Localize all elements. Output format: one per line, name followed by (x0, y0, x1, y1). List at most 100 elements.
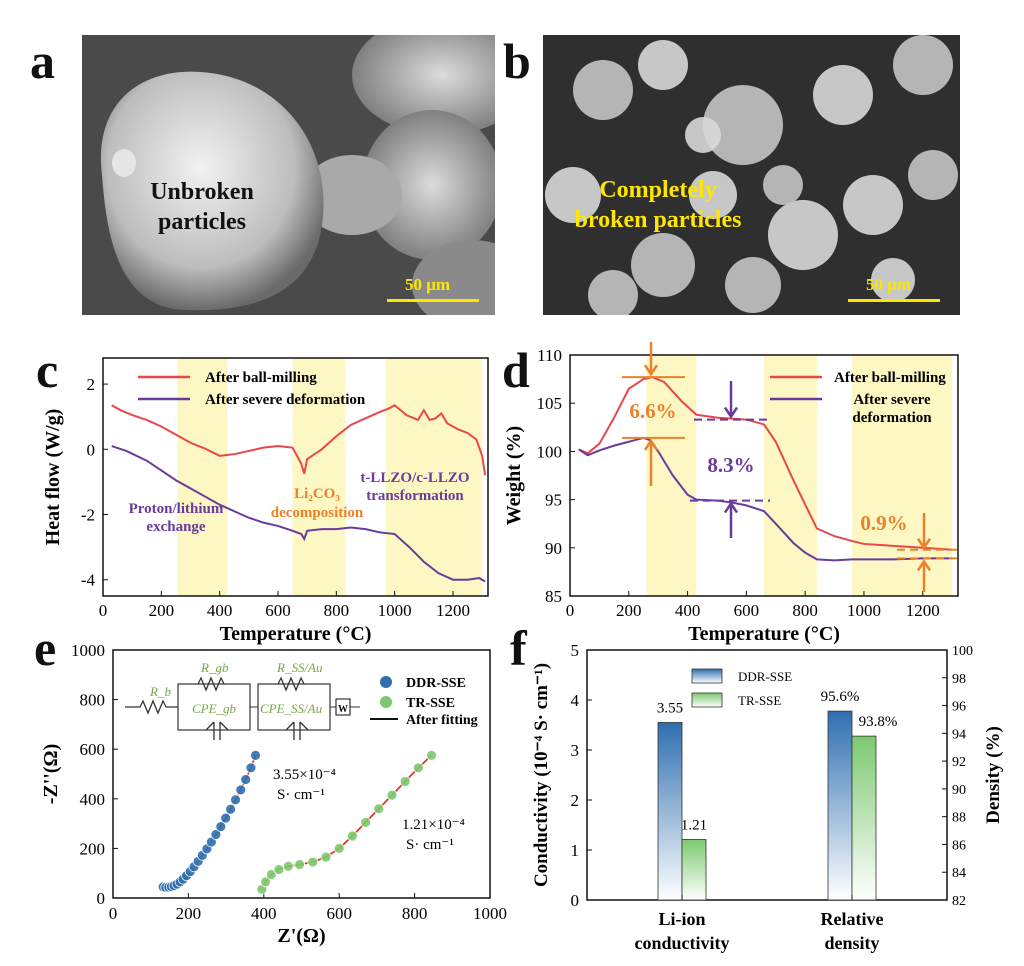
scale-bar-b (848, 299, 940, 302)
y-axis-label: Heat flow (W/g) (42, 409, 64, 546)
y-left-tick-label: 4 (571, 691, 580, 710)
particle (725, 257, 781, 313)
x-tick-label: 800 (402, 904, 428, 923)
x-tick-label: 400 (675, 601, 701, 620)
circuit-label-cpessau: CPE_SS/Au (260, 701, 323, 716)
panel-letter-f: f (510, 620, 527, 676)
bar-DDR-SSE-1 (827, 710, 853, 901)
x-tick-label: 600 (265, 601, 291, 620)
x-tick-label: 1200 (906, 601, 940, 620)
highlight-band (385, 358, 483, 596)
legend-label-2: After severe deformation (205, 392, 366, 408)
arrow-down (643, 342, 659, 377)
panel-letter-e: e (34, 620, 57, 676)
x-tick-label: 1200 (436, 601, 470, 620)
bar-value-label: 93.8% (859, 714, 898, 730)
particle (893, 35, 953, 95)
legend-swatch-2 (691, 692, 723, 708)
particle (763, 165, 803, 205)
sem-image-unbroken: Unbroken particles 50 μm (82, 35, 495, 315)
x-category-label-2: conductivity (634, 933, 729, 953)
annotation-li2co3-1: Li₂CO₃ (294, 486, 340, 502)
y-tick-label: -2 (81, 505, 95, 524)
y-tick-label: 100 (537, 442, 563, 461)
y-tick-label: 200 (80, 839, 106, 858)
sem-image-unbroken-graphic (82, 35, 495, 315)
chart-heat-flow: 0 200 400 600 800 1000 1200 2 0 -2 -4 Temperature (… (42, 357, 489, 645)
particle (573, 60, 633, 120)
y-right-axis-label: Density (%) (983, 726, 1004, 824)
legend-label-1: DDR-SSE (406, 676, 466, 691)
annotation-6-6: 6.6% (629, 399, 676, 423)
x-tick-label: 0 (566, 601, 575, 620)
particle (871, 258, 915, 302)
y-tick-label: 0 (97, 889, 106, 908)
panel-letter-b: b (503, 33, 531, 89)
y-tick-label: -4 (81, 571, 96, 590)
scale-bar-a (387, 299, 479, 302)
particle (545, 167, 601, 223)
x-tick-label: 200 (176, 904, 202, 923)
circuit-cpe-ssau (285, 721, 309, 740)
arrow-up (723, 501, 739, 538)
data-point-TR-SSE (426, 750, 437, 761)
annotation-tr-unit: S· cm⁻¹ (406, 837, 454, 853)
data-point-DDR-SSE (220, 812, 232, 824)
x-category-label-1: Li-ion (658, 909, 705, 929)
y-left-tick-label: 1 (571, 841, 580, 860)
arrow-down (916, 513, 932, 550)
y-right-tick-label: 82 (952, 894, 966, 909)
x-category-label-2: density (824, 933, 879, 953)
data-point-DDR-SSE (230, 794, 241, 806)
highlight-band (852, 355, 953, 596)
legend-label-1: DDR-SSE (738, 669, 792, 684)
x-tick-label: 400 (207, 601, 233, 620)
circuit-resistor-rssau (277, 676, 305, 692)
x-tick-label: 0 (109, 904, 118, 923)
sem-label-broken-line2: broken particles (574, 207, 742, 233)
y-left-tick-label: 3 (571, 741, 580, 760)
legend-marker-1 (380, 676, 392, 688)
chart-impedance: 0 200 400 600 800 1000 0 200 400 600 800 1000 Z'(Ω) -… (40, 641, 507, 947)
panel-letter-a: a (30, 33, 55, 89)
annotation-ddr-unit: S· cm⁻¹ (277, 787, 325, 803)
data-point-DDR-SSE (225, 803, 237, 815)
y-tick-label: 105 (537, 394, 563, 413)
x-tick-label: 1000 (378, 601, 412, 620)
series-line-1 (111, 404, 487, 476)
data-point-TR-SSE (320, 851, 332, 863)
annotation-tr-value: 1.21×10⁻⁴ (402, 817, 465, 833)
y-right-tick-label: 84 (952, 866, 966, 881)
annotation-0-9: 0.9% (860, 511, 907, 535)
data-point-TR-SSE (282, 860, 294, 872)
y-tick-label: 2 (87, 375, 96, 394)
x-tick-label: 1000 (847, 601, 881, 620)
arrow-up (916, 559, 932, 592)
chart-weight: 0 200 400 600 800 1000 1200 85 90 95 100 105 110 Temp… (503, 342, 959, 645)
data-point-DDR-SSE (235, 784, 247, 796)
y-right-tick-label: 96 (952, 700, 966, 715)
plot-frame (569, 354, 959, 597)
series-line-2 (111, 445, 486, 583)
circuit-resistor-rb (125, 699, 178, 715)
circuit-label-cpegb: CPE_gb (192, 701, 237, 716)
data-point-TR-SSE (373, 803, 385, 815)
annotation-llzo-2: transformation (366, 488, 464, 504)
y-right-tick-label: 90 (952, 783, 966, 798)
plot-frame (102, 357, 489, 597)
data-point-TR-SSE (412, 762, 424, 774)
circuit-resistor-rgb (197, 676, 225, 692)
y-right-tick-label: 88 (952, 811, 966, 826)
scale-text-b: 50 μm (866, 275, 912, 294)
sem-image-broken-graphic (543, 35, 960, 315)
y-right-tick-label: 100 (952, 644, 973, 659)
particle (685, 117, 721, 153)
annotation-8-3: 8.3% (707, 453, 754, 477)
data-point-TR-SSE (360, 816, 371, 828)
circuit-cpe-gb (205, 721, 229, 740)
scale-text-a: 50 μm (405, 275, 451, 294)
data-point-DDR-SSE (215, 821, 227, 832)
particle (588, 270, 638, 315)
y-left-tick-label: 2 (571, 791, 580, 810)
circuit-label-rb: R_b (149, 684, 171, 699)
